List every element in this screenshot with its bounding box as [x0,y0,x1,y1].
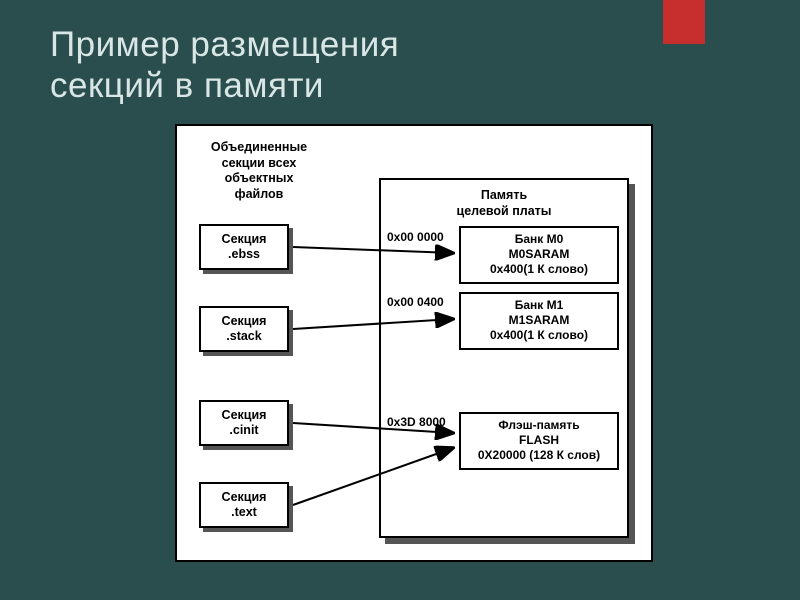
diagram-inner: Объединенные секции всех объектных файло… [189,138,639,548]
title-line1: Пример размещениясекций в памяти [50,25,399,105]
accent-block [663,0,705,44]
diagram-container: Объединенные секции всех объектных файло… [175,124,653,562]
slide-title: Пример размещениясекций в памяти [50,24,399,107]
arrows-layer [189,138,649,558]
